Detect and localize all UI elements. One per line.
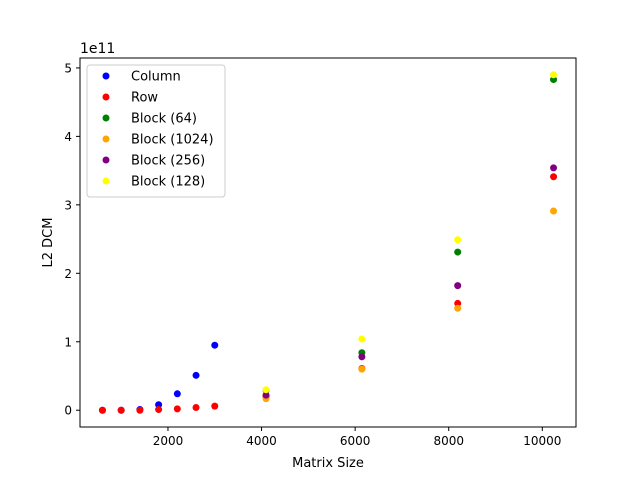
point-block-256-2: [454, 282, 462, 290]
axes-frame: [79, 57, 577, 428]
legend-item-block-128: Block (128): [102, 175, 205, 190]
x-tick-label: 8000: [433, 434, 464, 448]
x-tick-label: 2000: [153, 434, 184, 448]
point-row-3: [155, 406, 163, 414]
point-row-6: [211, 402, 219, 410]
point-row-1: [117, 406, 125, 414]
legend-marker: [102, 156, 110, 164]
y-tick-label: 2: [64, 267, 72, 281]
point-block-128-1: [358, 335, 366, 343]
legend-marker: [102, 72, 110, 80]
legend-label: Row: [131, 91, 158, 106]
legend-item-block-64: Block (64): [102, 112, 197, 127]
series-block-128: [262, 71, 558, 394]
legend-item-block-256: Block (256): [102, 154, 205, 169]
point-row-9: [454, 299, 462, 307]
point-block-128-0: [262, 386, 270, 394]
x-tick-label: 4000: [246, 434, 277, 448]
x-tick-label: 6000: [340, 434, 371, 448]
y-axis-label: L2 DCM: [41, 218, 56, 268]
point-row-5: [192, 403, 200, 411]
series-block-1024: [262, 207, 558, 403]
x-axis-label: Matrix Size: [292, 456, 364, 471]
legend-marker: [102, 114, 110, 122]
point-block-64-3: [550, 76, 558, 84]
point-column-5: [192, 371, 200, 379]
axes-layer: 2000 4000 6000 8000 10000 0 1 2 3 4 5: [64, 57, 577, 448]
legend-label: Block (256): [131, 154, 205, 169]
point-block-256-3: [550, 164, 558, 172]
legend-label: Column: [131, 70, 181, 85]
point-row-2: [136, 406, 144, 414]
legend-item-column: Column: [102, 70, 181, 85]
series-block-256: [262, 164, 558, 399]
legend-label: Block (64): [131, 112, 197, 127]
y-tick-label: 0: [64, 404, 72, 418]
legend-item-row: Row: [102, 91, 158, 106]
y-tick-label: 5: [64, 61, 72, 75]
y-offset-text: 1e11: [80, 41, 115, 57]
point-column-3: [155, 401, 163, 409]
legend-label: Block (128): [131, 175, 205, 190]
point-row-0: [98, 406, 106, 414]
point-block-1024-3: [550, 207, 558, 215]
point-block-1024-1: [358, 365, 366, 373]
point-row-4: [173, 405, 181, 413]
point-block-64-2: [454, 248, 462, 256]
point-block-256-1: [358, 353, 366, 361]
legend-marker: [102, 135, 110, 143]
points-layer: [98, 71, 558, 414]
y-tick-label: 1: [64, 335, 72, 349]
point-block-128-3: [550, 71, 558, 79]
legend-marker: [102, 93, 110, 101]
point-column-6: [211, 341, 219, 349]
legend-label: Block (1024): [131, 133, 214, 148]
y-tick-label: 3: [64, 198, 72, 212]
x-tick-label: 10000: [523, 434, 561, 448]
legend: Column Row Block (64) Block (1024) Block (25…: [86, 64, 226, 198]
point-column-4: [173, 390, 181, 398]
point-block-1024-2: [454, 304, 462, 312]
point-row-10: [550, 173, 558, 181]
y-tick-label: 4: [64, 130, 72, 144]
legend-box: [86, 64, 226, 198]
legend-marker: [102, 177, 110, 185]
legend-item-block-1024: Block (1024): [102, 133, 214, 148]
point-block-128-2: [454, 236, 462, 244]
point-block-256-0: [262, 391, 270, 399]
